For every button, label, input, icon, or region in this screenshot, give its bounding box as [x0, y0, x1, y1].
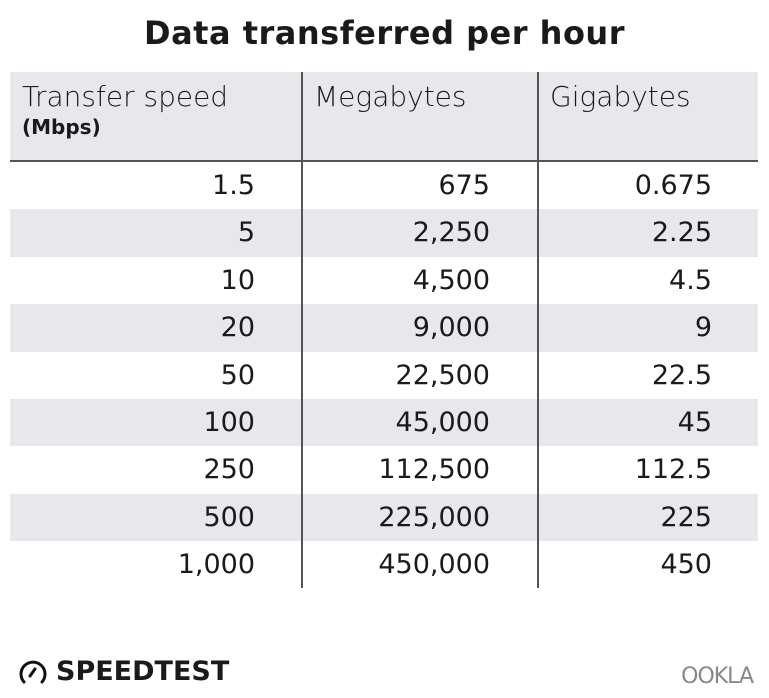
header-unit: (Mbps): [22, 115, 101, 139]
speed-cell: 250: [203, 454, 255, 486]
header-gigabytes: Gigabytes: [550, 80, 691, 113]
table-header: Transfer speed (Mbps) Megabytes Gigabyte…: [10, 72, 758, 162]
gigabytes-cell: 0.675: [634, 170, 712, 201]
megabytes-cell: 675: [438, 170, 490, 201]
gigabytes-cell: 450: [660, 549, 712, 581]
megabytes-cell: 22,500: [395, 359, 490, 391]
table-body: 1.5 675 0.675 5 2,250 2.25 10 4,500 4.5 20 9,000 9 5…: [10, 162, 758, 589]
megabytes-cell: 45,000: [395, 406, 490, 438]
table-row: 5 2,250 2.25: [10, 209, 758, 257]
speed-cell: 5: [237, 217, 255, 249]
table-row: 50 22,500 22.5: [10, 352, 758, 399]
column-divider: [301, 72, 303, 588]
speedtest-wordmark: SPEEDTEST: [56, 656, 230, 687]
speed-cell: 1.5: [212, 170, 255, 201]
megabytes-cell: 225,000: [378, 501, 490, 533]
table-title: Data transferred per hour: [144, 14, 625, 52]
ookla-logo: OOKLA: [681, 664, 754, 689]
megabytes-cell: 112,500: [378, 454, 490, 486]
table-row: 500 225,000 225: [10, 493, 758, 542]
speed-cell: 500: [203, 501, 255, 533]
gigabytes-cell: 9: [694, 312, 712, 344]
megabytes-cell: 2,250: [412, 217, 490, 249]
speedometer-icon: [19, 660, 47, 683]
data-table: Transfer speed (Mbps) Megabytes Gigabyte…: [10, 72, 758, 589]
speedtest-logo: SPEEDTEST: [18, 656, 229, 687]
header-megabytes: Megabytes: [314, 80, 467, 113]
speed-cell: 100: [203, 406, 255, 438]
gigabytes-cell: 112.5: [634, 454, 712, 486]
speed-cell: 20: [220, 312, 255, 344]
column-divider: [537, 72, 539, 588]
table-row: 250 112,500 112.5: [10, 446, 758, 493]
table-row: 20 9,000 9: [10, 304, 758, 352]
gigabytes-cell: 225: [660, 501, 712, 533]
speed-cell: 1,000: [177, 549, 255, 581]
gigabytes-cell: 45: [677, 406, 712, 438]
megabytes-cell: 9,000: [412, 312, 490, 344]
header-label: Transfer speed: [22, 80, 229, 113]
header-transfer-speed: Transfer speed (Mbps): [22, 80, 228, 139]
gigabytes-cell: 4.5: [669, 264, 712, 296]
megabytes-cell: 450,000: [378, 549, 490, 581]
table-row: 1.5 675 0.675: [10, 162, 758, 209]
table-row: 100 45,000 45: [10, 398, 758, 447]
gigabytes-cell: 22.5: [651, 359, 712, 391]
gigabytes-cell: 2.25: [651, 217, 712, 249]
speed-cell: 50: [220, 359, 255, 391]
speed-cell: 10: [220, 264, 255, 296]
table-row: 1,000 450,000 450: [10, 541, 758, 588]
megabytes-cell: 4,500: [412, 264, 490, 296]
table-row: 10 4,500 4.5: [10, 257, 758, 304]
